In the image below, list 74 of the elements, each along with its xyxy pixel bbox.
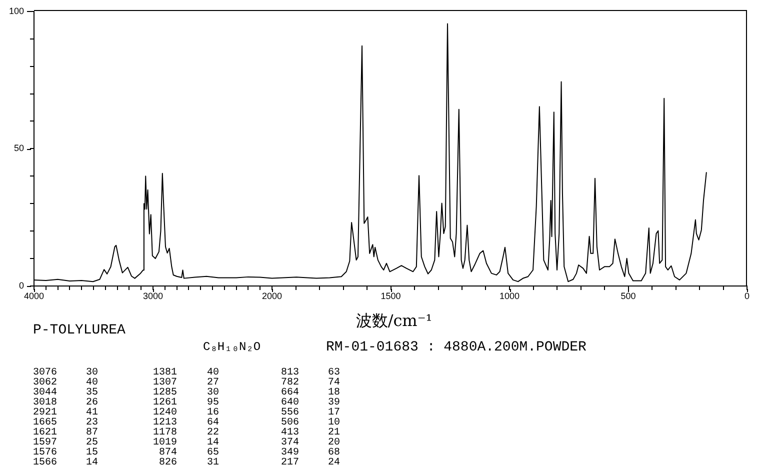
category-label: 3044	[32, 388, 57, 399]
x-tick-label: 2000	[262, 290, 282, 301]
y-tick-label: 0	[18, 280, 24, 290]
data-label: 24	[328, 458, 340, 469]
data-label: 15	[86, 448, 98, 459]
category-label: 1566	[32, 458, 57, 469]
category-label: 1665	[32, 418, 57, 429]
category-label: 2921	[32, 408, 57, 419]
data-label: 31	[207, 458, 220, 469]
text: RM-01-01683 : 4880A.200M.POWDER	[326, 340, 588, 356]
x-tick-label: 3000	[142, 290, 164, 301]
category-label: 217	[280, 458, 299, 469]
data-label: 40	[86, 378, 98, 389]
category-label: 874	[158, 448, 177, 459]
category-label: 1261	[152, 398, 177, 409]
y-tick-label: 50	[14, 143, 24, 154]
category-label: 506	[280, 418, 299, 429]
category-label: 664	[280, 388, 299, 399]
data-label: 20	[328, 438, 340, 449]
data-label: 30	[86, 368, 98, 379]
category-label: 1178	[152, 428, 177, 439]
data-label: 74	[328, 378, 340, 389]
category-label: 556	[280, 408, 299, 419]
data-label: 65	[207, 448, 220, 459]
data-label: 23	[86, 418, 98, 429]
data-label: 14	[86, 458, 98, 469]
data-label: 41	[86, 408, 98, 419]
category-label: 1019	[152, 438, 177, 449]
data-label: 95	[207, 398, 220, 409]
category-label: 1213	[152, 418, 177, 429]
data-label: 10	[328, 418, 340, 429]
category-label: 1621	[32, 428, 57, 439]
data-label: 17	[328, 408, 340, 419]
data-label: 35	[86, 388, 98, 399]
data-label: 21	[328, 428, 340, 439]
x-axis-title: 波数/cm⁻¹	[356, 311, 432, 330]
data-label: 18	[328, 388, 340, 399]
category-label: 374	[280, 438, 299, 449]
text: P-TOLYLUREA	[33, 322, 126, 339]
data-label: 26	[86, 398, 98, 409]
category-label: 1285	[152, 388, 177, 399]
category-label: 826	[158, 458, 177, 469]
data-label: 63	[328, 368, 340, 379]
category-label: 1381	[152, 368, 177, 379]
x-tick-label: 0	[744, 290, 750, 301]
x-tick-label: 1000	[499, 290, 520, 301]
category-label: 782	[280, 378, 299, 389]
category-label: 3062	[32, 378, 57, 389]
x-tick-label: 4000	[24, 290, 44, 301]
data-label: 16	[207, 408, 220, 419]
x-tick-label: 1500	[380, 290, 401, 301]
data-label: 64	[207, 418, 220, 429]
data-label: 22	[207, 428, 220, 439]
data-label: 39	[328, 398, 340, 409]
data-label: 25	[86, 438, 98, 449]
category-label: 1307	[152, 378, 177, 389]
category-label: 813	[280, 368, 299, 379]
category-label: 1240	[152, 408, 177, 419]
data-label: 40	[207, 368, 220, 379]
data-label: 68	[328, 448, 340, 459]
text: C₈H₁₀N₂O	[203, 340, 261, 354]
x-tick-label: 500	[620, 290, 636, 301]
category-label: 1576	[32, 448, 57, 459]
category-label: 3076	[32, 368, 57, 379]
data-label: 27	[207, 378, 220, 389]
category-label: 349	[280, 448, 299, 459]
category-label: 640	[280, 398, 299, 409]
data-label: 87	[86, 428, 98, 439]
y-tick-label: 100	[8, 6, 24, 16]
category-label: 3018	[32, 398, 57, 409]
data-label: 30	[207, 388, 220, 399]
category-label: 1597	[32, 438, 57, 449]
category-label: 413	[280, 428, 299, 439]
data-label: 14	[207, 438, 220, 449]
